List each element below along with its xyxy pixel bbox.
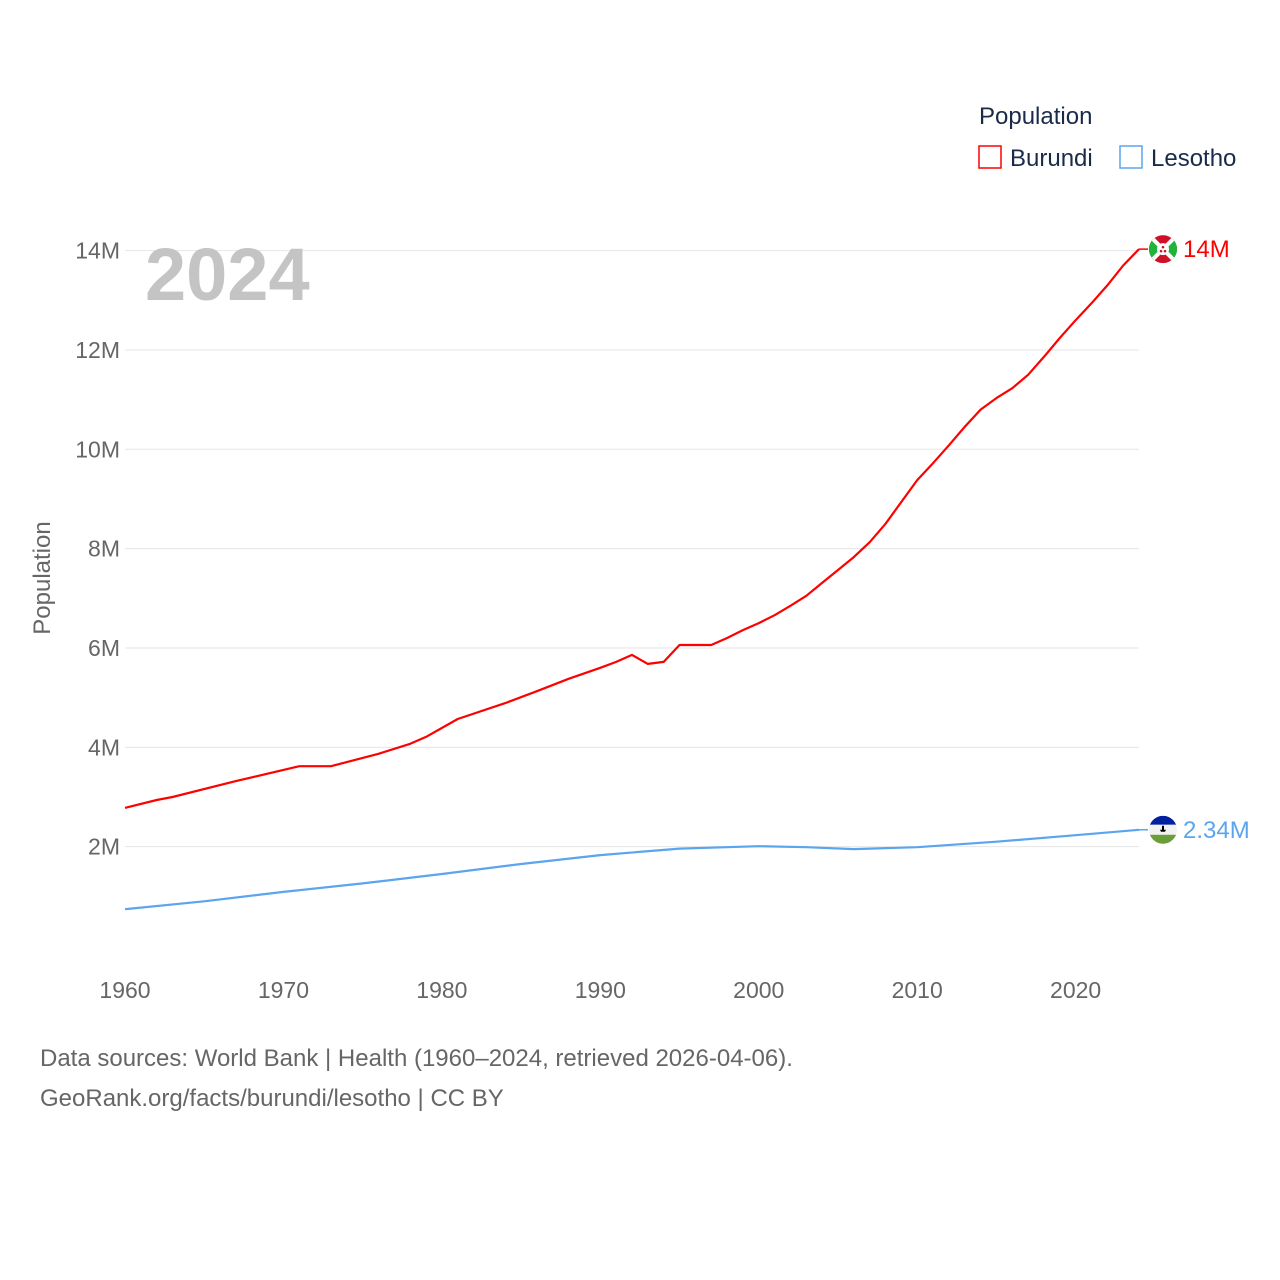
burundi-flag-icon xyxy=(1149,235,1177,264)
x-tick-label: 2010 xyxy=(892,977,943,1003)
legend-label-lesotho: Lesotho xyxy=(1151,145,1236,172)
y-tick-label: 10M xyxy=(75,436,120,462)
series-line-lesotho xyxy=(124,828,1140,911)
end-label-burundi: 14M xyxy=(1183,236,1230,263)
y-tick-label: 14M xyxy=(75,238,120,264)
y-axis-label: Population xyxy=(29,521,56,634)
x-tick-label: 2020 xyxy=(1050,977,1101,1003)
legend-label-burundi: Burundi xyxy=(1010,145,1093,172)
lesotho-flag-icon xyxy=(1149,815,1177,844)
x-tick-label: 1960 xyxy=(99,977,150,1003)
y-tick-label: 6M xyxy=(88,635,120,661)
x-tick-label: 1980 xyxy=(416,977,467,1003)
x-tick-label: 2000 xyxy=(733,977,784,1003)
x-tick-label: 1970 xyxy=(258,977,309,1003)
footer-link[interactable]: GeoRank.org/facts/burundi/lesotho | CC B… xyxy=(40,1085,504,1112)
y-tick-label: 2M xyxy=(88,834,120,860)
year-label: 2024 xyxy=(145,233,310,316)
series-line-burundi xyxy=(124,248,1140,809)
footer-sources: Data sources: World Bank | Health (1960–… xyxy=(40,1045,793,1072)
legend-title: Population xyxy=(979,103,1092,130)
y-tick-label: 8M xyxy=(88,536,120,562)
y-tick-label: 4M xyxy=(88,734,120,760)
y-tick-label: 12M xyxy=(75,337,120,363)
legend-swatch-lesotho xyxy=(1119,145,1143,169)
legend-swatch-burundi xyxy=(978,145,1002,169)
end-label-lesotho: 2.34M xyxy=(1183,817,1250,844)
x-tick-label: 1990 xyxy=(575,977,626,1003)
